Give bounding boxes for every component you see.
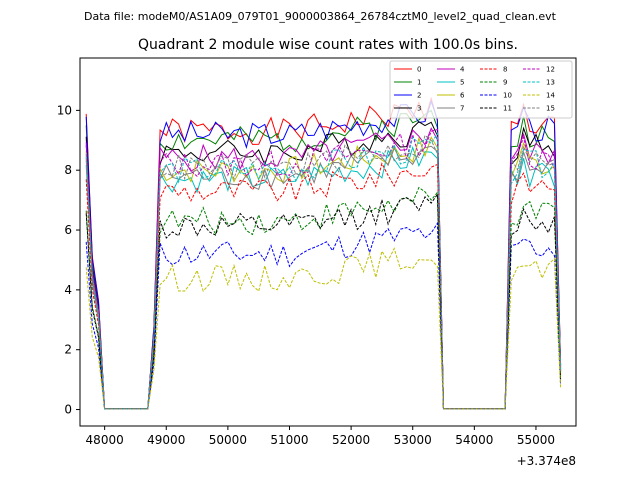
series-line-15 bbox=[85, 134, 562, 410]
legend-label-7: 7 bbox=[460, 105, 464, 113]
series-layer bbox=[85, 96, 562, 410]
y-tick-label: 10 bbox=[57, 103, 72, 117]
axes-layer: 48000 49000 50000 51000 52000 53000 54000 55000… bbox=[57, 103, 555, 447]
x-tick-label: 53000 bbox=[394, 433, 432, 447]
y-tick-label: 4 bbox=[64, 283, 72, 297]
legend-label-5: 5 bbox=[460, 79, 464, 87]
x-offset-label: +3.374e8 bbox=[517, 454, 576, 468]
legend-label-13: 13 bbox=[546, 79, 555, 87]
legend-label-14: 14 bbox=[546, 92, 555, 100]
chart-suptitle: Data file: modeM0/AS1A09_079T01_90000038… bbox=[84, 10, 557, 23]
legend-label-4: 4 bbox=[460, 66, 465, 74]
chart-title: Quadrant 2 module wise count rates with … bbox=[138, 37, 518, 53]
legend-label-15: 15 bbox=[546, 105, 555, 113]
x-tick-label: 50000 bbox=[209, 433, 247, 447]
legend-label-3: 3 bbox=[417, 105, 421, 113]
x-tick-label: 55000 bbox=[517, 433, 555, 447]
series-line-14 bbox=[85, 247, 562, 410]
legend-label-11: 11 bbox=[503, 105, 512, 113]
plot-frame bbox=[79, 57, 577, 427]
x-tick-label: 54000 bbox=[455, 433, 493, 447]
y-tick-label: 8 bbox=[64, 163, 72, 177]
legend-label-6: 6 bbox=[460, 92, 465, 100]
x-tick-label: 51000 bbox=[270, 433, 308, 447]
legend-box bbox=[389, 60, 573, 119]
y-tick-label: 0 bbox=[64, 403, 72, 417]
y-tick-label: 2 bbox=[64, 343, 72, 357]
x-tick-label: 52000 bbox=[332, 433, 370, 447]
legend-label-0: 0 bbox=[417, 66, 421, 74]
x-tick-label: 48000 bbox=[86, 433, 124, 447]
legend-label-10: 10 bbox=[503, 92, 512, 100]
legend-label-2: 2 bbox=[417, 92, 421, 100]
legend-label-12: 12 bbox=[546, 66, 555, 74]
series-line-13 bbox=[85, 131, 562, 410]
legend-label-1: 1 bbox=[417, 79, 421, 87]
x-tick-label: 49000 bbox=[147, 433, 185, 447]
legend-label-8: 8 bbox=[503, 66, 507, 74]
y-tick-label: 6 bbox=[64, 223, 72, 237]
legend-label-9: 9 bbox=[503, 79, 507, 87]
